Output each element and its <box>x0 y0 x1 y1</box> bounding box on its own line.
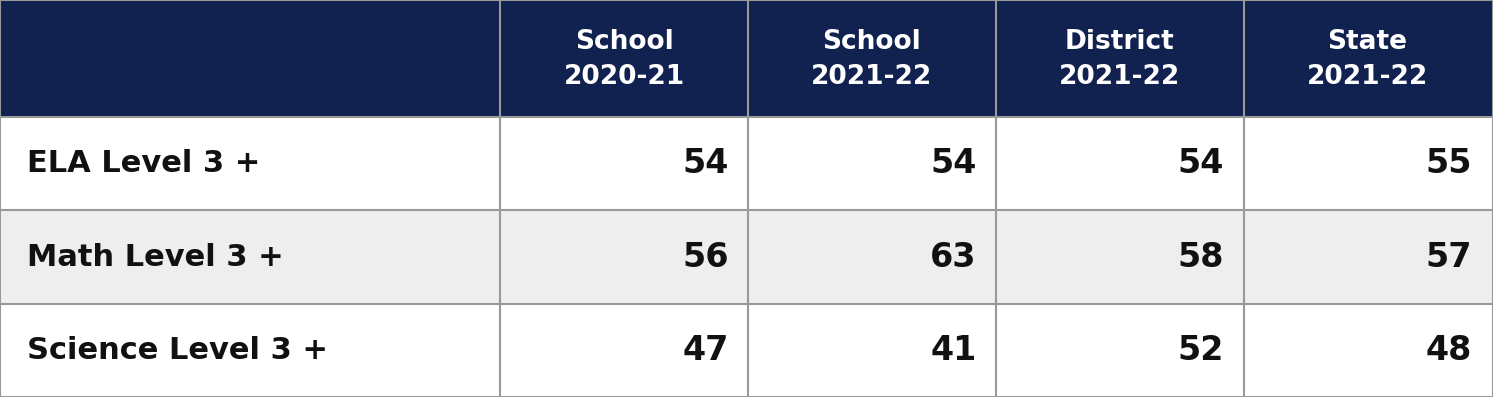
Bar <box>500 0 748 117</box>
Text: 55: 55 <box>1426 147 1472 180</box>
Text: 54: 54 <box>682 147 729 180</box>
Text: 2021-22: 2021-22 <box>1306 64 1429 90</box>
Text: 54: 54 <box>1178 147 1224 180</box>
Text: 2021-22: 2021-22 <box>1059 64 1181 90</box>
Text: 56: 56 <box>682 241 729 274</box>
Text: 41: 41 <box>930 334 976 367</box>
Bar <box>1244 0 1492 117</box>
Bar <box>0 117 1493 210</box>
Text: 47: 47 <box>682 334 729 367</box>
Text: Math Level 3 +: Math Level 3 + <box>27 243 284 272</box>
Text: 54: 54 <box>930 147 976 180</box>
Bar <box>0 210 1493 304</box>
Bar <box>0 304 1493 397</box>
Text: 58: 58 <box>1178 241 1224 274</box>
Bar <box>748 0 996 117</box>
Bar <box>0 0 500 117</box>
Text: District: District <box>1065 29 1175 55</box>
Text: 2020-21: 2020-21 <box>563 64 685 90</box>
Bar <box>996 0 1244 117</box>
Text: School: School <box>575 29 673 55</box>
Text: School: School <box>823 29 921 55</box>
Text: 63: 63 <box>930 241 976 274</box>
Text: Science Level 3 +: Science Level 3 + <box>27 336 328 365</box>
Text: 52: 52 <box>1178 334 1224 367</box>
Text: 57: 57 <box>1426 241 1472 274</box>
Text: ELA Level 3 +: ELA Level 3 + <box>27 149 260 178</box>
Text: 2021-22: 2021-22 <box>811 64 933 90</box>
Text: 48: 48 <box>1426 334 1472 367</box>
Text: State: State <box>1327 29 1408 55</box>
